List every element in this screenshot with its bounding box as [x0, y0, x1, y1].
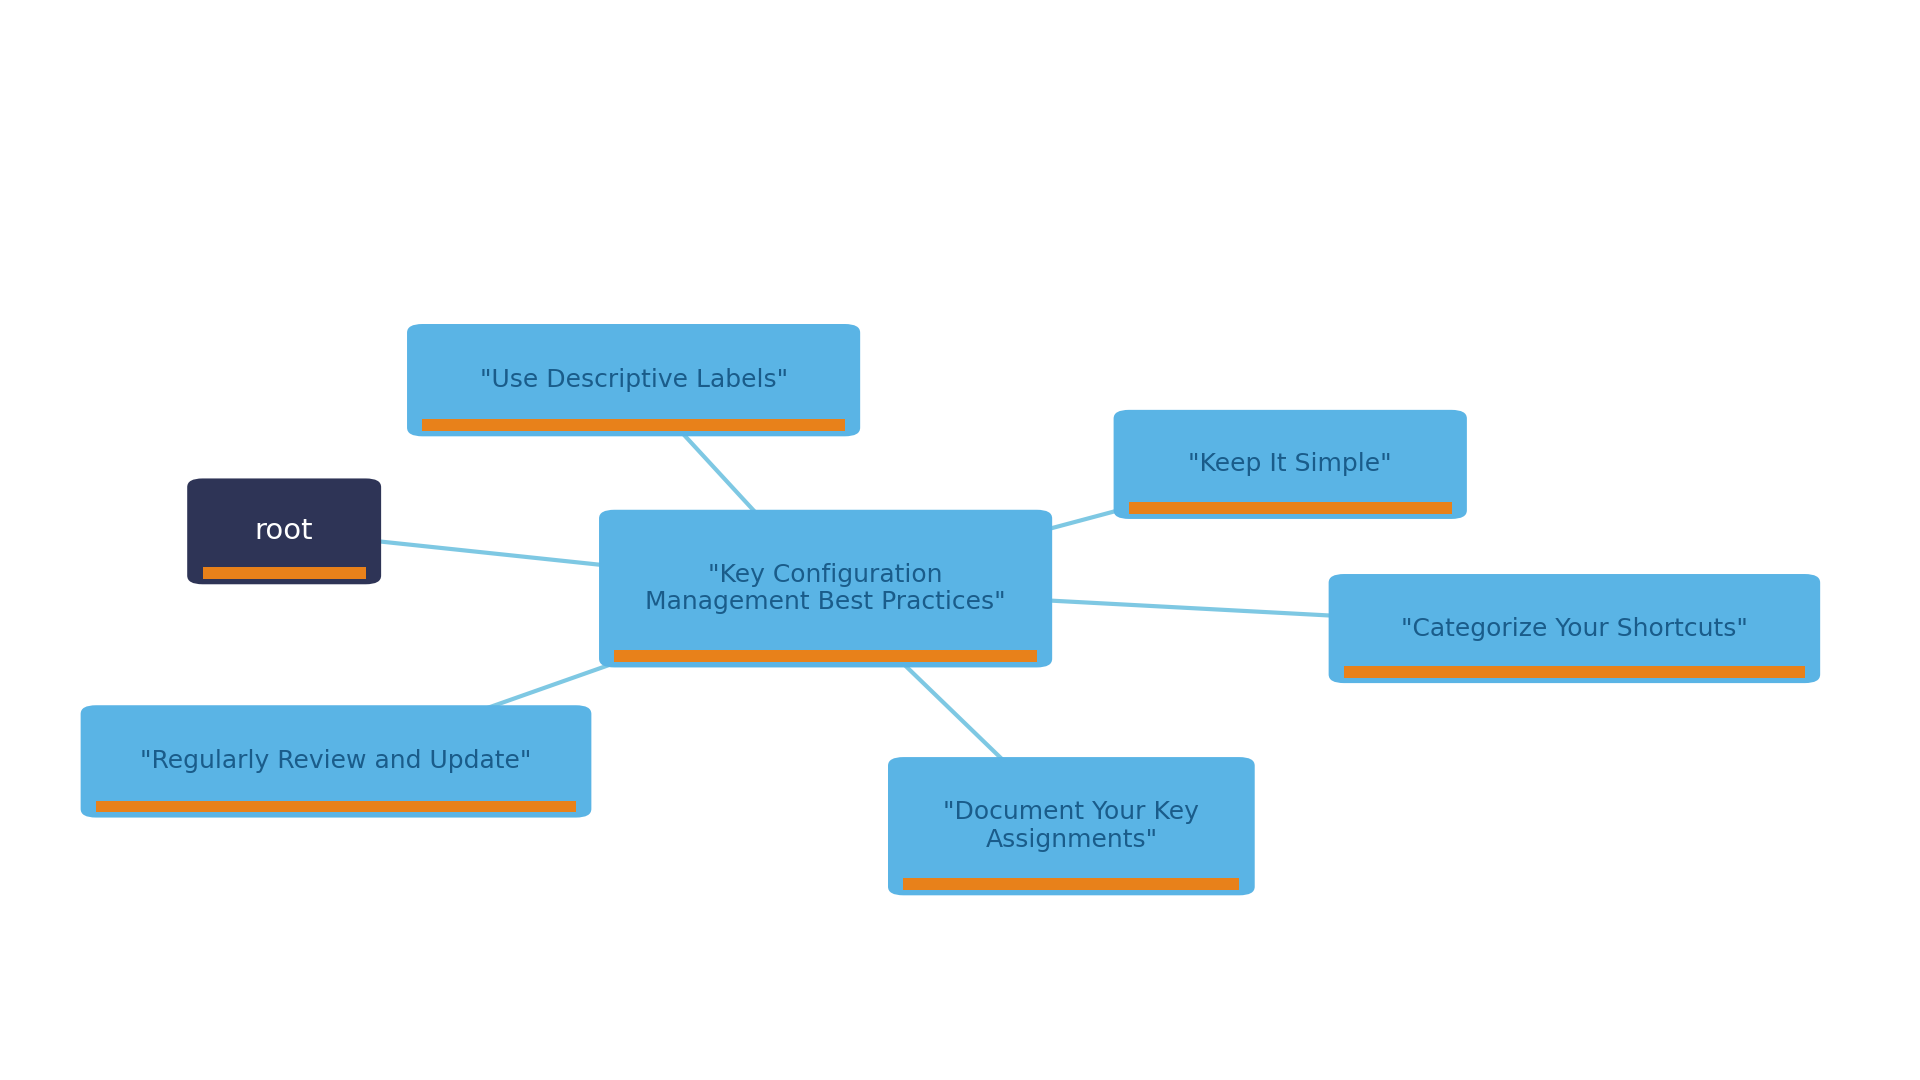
FancyBboxPatch shape — [81, 705, 591, 818]
Text: "Keep It Simple": "Keep It Simple" — [1188, 453, 1392, 476]
Bar — [202, 567, 365, 579]
Bar — [1129, 502, 1452, 514]
Text: "Use Descriptive Labels": "Use Descriptive Labels" — [480, 368, 787, 392]
Bar — [1344, 666, 1805, 678]
FancyBboxPatch shape — [599, 510, 1052, 667]
Bar — [902, 878, 1240, 890]
Bar — [614, 650, 1037, 662]
Text: "Regularly Review and Update": "Regularly Review and Update" — [140, 750, 532, 773]
Text: "Categorize Your Shortcuts": "Categorize Your Shortcuts" — [1402, 617, 1747, 640]
Bar — [96, 800, 576, 812]
Text: "Key Configuration
Management Best Practices": "Key Configuration Management Best Pract… — [645, 563, 1006, 615]
FancyBboxPatch shape — [1329, 575, 1820, 684]
Text: root: root — [255, 517, 313, 545]
FancyBboxPatch shape — [887, 757, 1256, 895]
FancyBboxPatch shape — [1114, 409, 1467, 519]
Bar — [422, 419, 845, 431]
Text: "Document Your Key
Assignments": "Document Your Key Assignments" — [943, 800, 1200, 852]
FancyBboxPatch shape — [407, 324, 860, 436]
FancyBboxPatch shape — [186, 478, 380, 584]
